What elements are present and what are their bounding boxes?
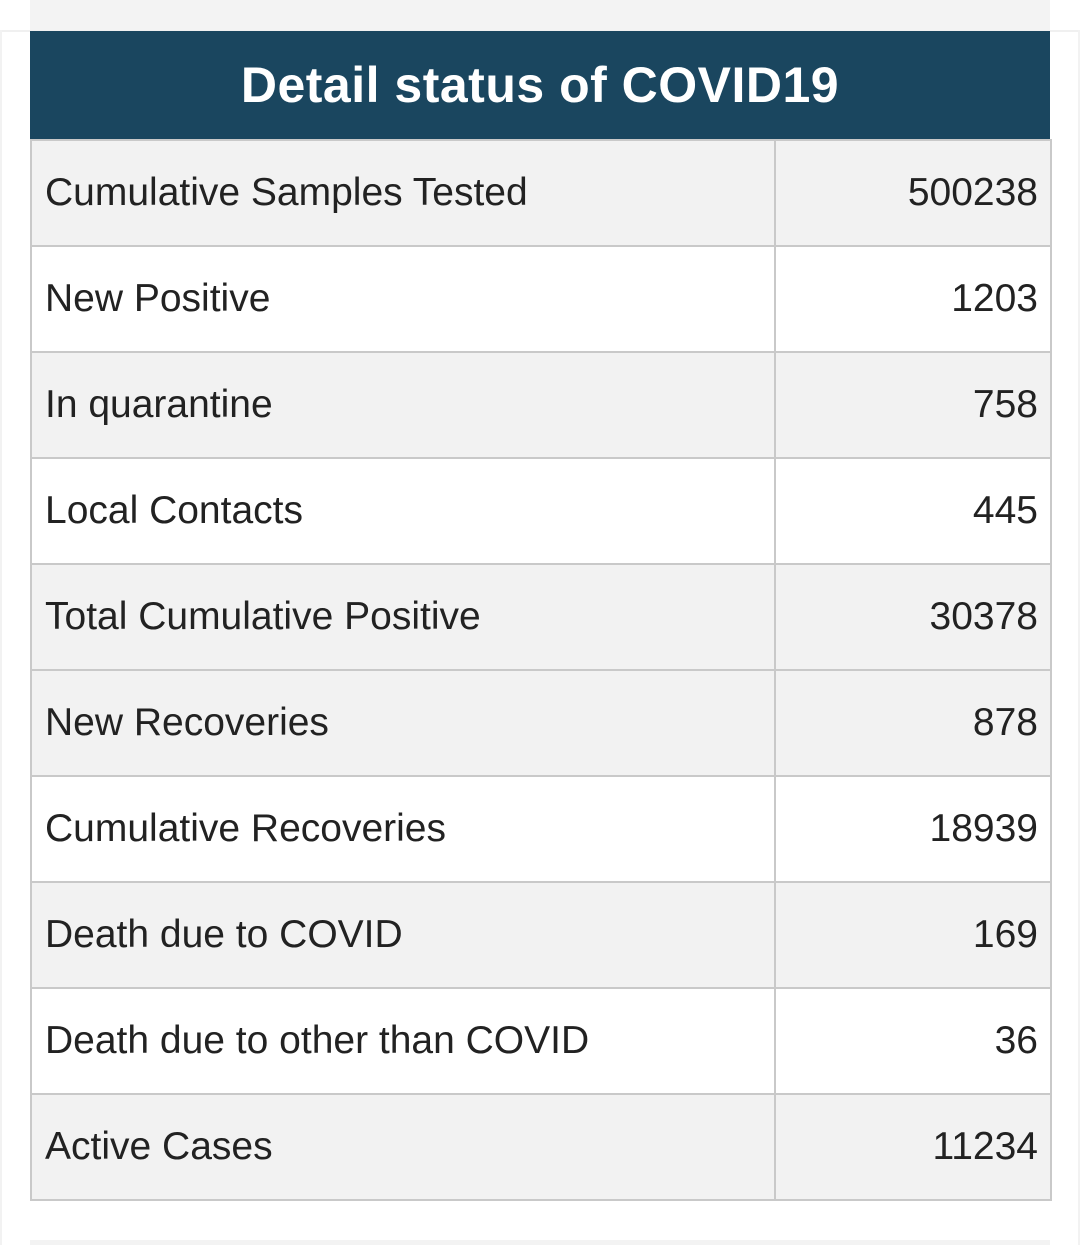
covid-status-table: Cumulative Samples Tested 500238 New Pos… (30, 139, 1052, 1201)
table-title: Detail status of COVID19 (240, 57, 840, 113)
row-value: 30378 (774, 563, 1052, 671)
right-border (1078, 30, 1080, 1245)
row-label: Cumulative Samples Tested (30, 139, 776, 247)
row-value: 758 (774, 351, 1052, 459)
left-border (0, 30, 2, 1245)
row-value: 1203 (774, 245, 1052, 353)
row-label: In quarantine (30, 351, 776, 459)
table-row: Total Cumulative Positive 30378 (30, 563, 1052, 671)
row-label: Local Contacts (30, 457, 776, 565)
covid-status-card: Detail status of COVID19 Cumulative Samp… (30, 31, 1052, 1201)
row-value: 445 (774, 457, 1052, 565)
row-label: Death due to COVID (30, 881, 776, 989)
row-label: New Recoveries (30, 669, 776, 777)
row-label: Cumulative Recoveries (30, 775, 776, 883)
row-value: 169 (774, 881, 1052, 989)
table-header: Detail status of COVID19 (30, 31, 1050, 139)
row-value: 36 (774, 987, 1052, 1095)
bottom-strip (30, 1240, 1050, 1245)
top-strip (30, 0, 1050, 30)
table-row: New Recoveries 878 (30, 669, 1052, 777)
row-value: 878 (774, 669, 1052, 777)
row-value: 11234 (774, 1093, 1052, 1201)
row-label: New Positive (30, 245, 776, 353)
row-label: Death due to other than COVID (30, 987, 776, 1095)
table-row: Local Contacts 445 (30, 457, 1052, 565)
table-row: Active Cases 11234 (30, 1093, 1052, 1201)
row-value: 18939 (774, 775, 1052, 883)
table-row: New Positive 1203 (30, 245, 1052, 353)
table-row: Cumulative Samples Tested 500238 (30, 139, 1052, 247)
table-row: Cumulative Recoveries 18939 (30, 775, 1052, 883)
row-label: Active Cases (30, 1093, 776, 1201)
table-row: In quarantine 758 (30, 351, 1052, 459)
row-value: 500238 (774, 139, 1052, 247)
table-row: Death due to COVID 169 (30, 881, 1052, 989)
row-label: Total Cumulative Positive (30, 563, 776, 671)
table-row: Death due to other than COVID 36 (30, 987, 1052, 1095)
